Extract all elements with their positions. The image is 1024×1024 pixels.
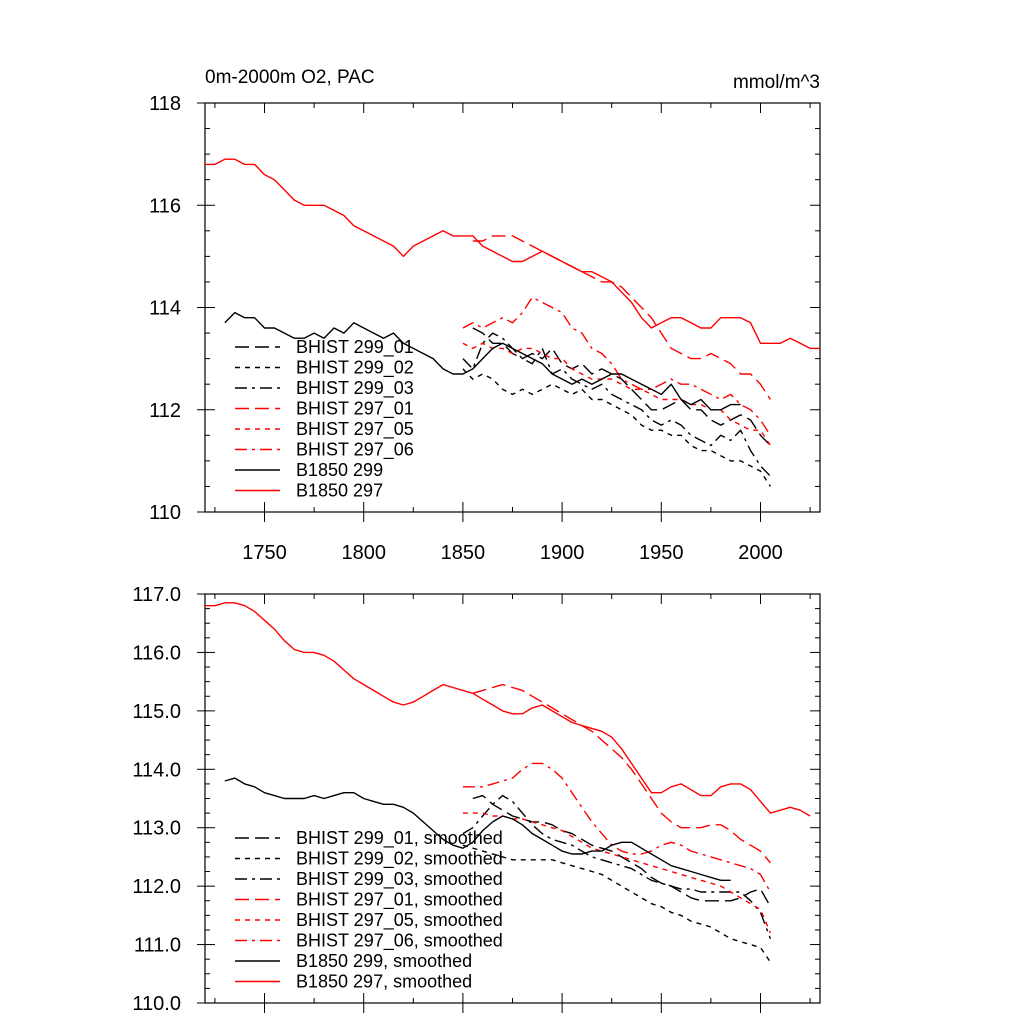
x-tick-label: 1850	[441, 542, 486, 564]
x-tick-label: 1950	[639, 542, 684, 564]
y-tick-label: 112.0	[132, 876, 181, 898]
legend-label: BHIST 297_01	[296, 399, 414, 420]
series-line	[472, 683, 771, 864]
legend-label: BHIST 299_02	[296, 358, 414, 379]
series-line	[472, 794, 772, 907]
series-line	[462, 762, 772, 893]
legend-label: B1850 299	[296, 460, 383, 480]
legend-label: BHIST 297_05, smoothed	[296, 910, 503, 931]
legend-label: BHIST 299_03, smoothed	[296, 869, 503, 890]
legend-label: BHIST 299_03	[296, 378, 414, 399]
legend-label: B1850 299, smoothed	[296, 951, 472, 971]
legend-label: B1850 297, smoothed	[296, 972, 472, 992]
y-tick-label: 111.0	[134, 935, 181, 957]
legend-label: B1850 297	[296, 481, 383, 501]
series-line	[472, 327, 771, 446]
series-line	[462, 342, 771, 446]
y-tick-label: 114	[149, 298, 181, 320]
y-tick-label: 110	[149, 502, 181, 524]
series-line	[224, 311, 741, 411]
x-tick-label: 1900	[540, 542, 585, 564]
legend-label: BHIST 299_01	[296, 337, 414, 358]
y-tick-label: 112	[149, 400, 181, 422]
y-tick-label: 115.0	[132, 701, 181, 723]
chart-title: 0m-2000m O2, PAC	[205, 67, 375, 88]
series-line	[462, 332, 771, 477]
series-line	[462, 844, 771, 963]
y-tick-label: 110.0	[132, 993, 181, 1015]
y-tick-label: 114.0	[132, 759, 181, 781]
series-line	[472, 235, 771, 400]
y-tick-label: 116.0	[132, 642, 181, 664]
legend-label: BHIST 297_01, smoothed	[296, 890, 503, 911]
series-line	[462, 368, 771, 487]
series-line	[462, 812, 772, 934]
legend-label: BHIST 299_01, smoothed	[296, 828, 503, 849]
legend-label: BHIST 299_02, smoothed	[296, 849, 503, 870]
series-line	[462, 794, 772, 939]
y-tick-label: 118	[149, 93, 181, 115]
legend-label: BHIST 297_06	[296, 440, 414, 461]
units-label: mmol/m^3	[733, 72, 820, 93]
series-line	[462, 296, 771, 436]
legend-label: BHIST 297_05	[296, 419, 414, 440]
x-tick-label: 1750	[242, 542, 287, 564]
y-tick-label: 116	[149, 195, 181, 217]
x-tick-label: 2000	[738, 542, 783, 564]
bottom-panel: 110.0 111.0 112.0 113.0 114.0 115.0 116.0 117.0…	[132, 584, 821, 1015]
series-line	[224, 777, 731, 881]
series-line	[205, 158, 820, 350]
series-line	[205, 602, 811, 817]
x-tick-label: 1800	[341, 542, 386, 564]
top-panel: 0m-2000m O2, PAC mmol/m^3 1750 1800 1850 19…	[149, 67, 821, 564]
y-tick-label: 113.0	[132, 818, 181, 840]
legend-label: BHIST 297_06, smoothed	[296, 931, 503, 952]
y-tick-label: 117.0	[132, 584, 181, 606]
